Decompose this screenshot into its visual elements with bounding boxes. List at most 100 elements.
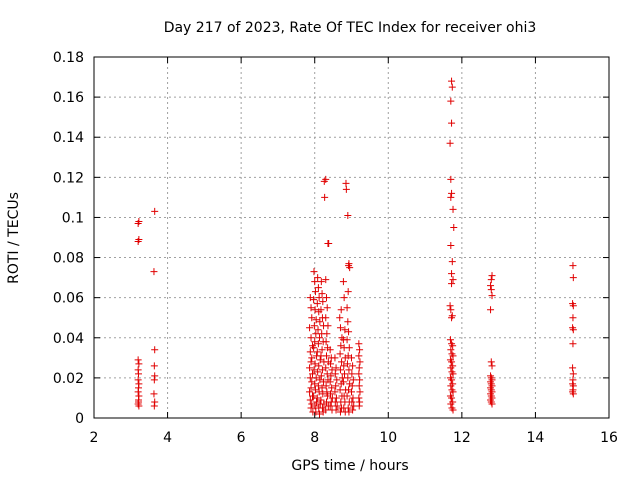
data-point bbox=[322, 352, 330, 360]
data-point bbox=[447, 382, 455, 390]
data-point bbox=[449, 406, 457, 414]
data-point bbox=[569, 314, 577, 322]
data-point bbox=[135, 398, 143, 406]
data-point bbox=[356, 388, 364, 396]
data-point bbox=[569, 370, 577, 378]
data-point bbox=[488, 362, 496, 370]
data-point bbox=[449, 388, 457, 396]
data-point bbox=[341, 326, 349, 334]
data-point bbox=[307, 404, 315, 412]
y-tick-label: 0.04 bbox=[53, 331, 84, 347]
data-point bbox=[317, 372, 325, 380]
data-point bbox=[356, 376, 364, 384]
axis-ticks bbox=[93, 56, 610, 419]
data-point bbox=[356, 358, 364, 366]
data-point bbox=[318, 384, 326, 392]
data-point bbox=[306, 388, 314, 396]
data-point bbox=[349, 406, 357, 414]
data-point bbox=[311, 386, 319, 394]
data-point bbox=[135, 236, 143, 244]
data-point bbox=[317, 278, 325, 286]
data-point bbox=[312, 374, 320, 382]
data-point bbox=[320, 378, 328, 386]
data-point bbox=[356, 346, 364, 354]
data-point bbox=[343, 392, 351, 400]
data-point bbox=[447, 242, 455, 250]
data-point bbox=[312, 330, 320, 338]
data-point bbox=[307, 384, 315, 392]
data-point bbox=[310, 268, 318, 276]
data-point bbox=[150, 390, 158, 398]
data-point bbox=[323, 304, 331, 312]
data-point bbox=[322, 276, 330, 284]
y-tick-label: 0.08 bbox=[53, 251, 84, 267]
x-tick-label: 12 bbox=[453, 430, 471, 446]
data-point bbox=[314, 284, 322, 292]
data-point bbox=[342, 185, 350, 193]
data-point bbox=[322, 175, 330, 183]
data-point bbox=[326, 346, 334, 354]
data-point bbox=[307, 334, 315, 342]
data-point bbox=[315, 294, 323, 302]
data-point bbox=[331, 388, 339, 396]
data-point bbox=[340, 362, 348, 370]
data-point bbox=[326, 402, 334, 410]
data-point bbox=[569, 364, 577, 372]
data-point bbox=[306, 396, 314, 404]
data-point bbox=[349, 394, 357, 402]
data-point bbox=[315, 334, 323, 342]
data-point bbox=[355, 340, 363, 348]
data-point bbox=[345, 328, 353, 336]
data-point bbox=[313, 300, 321, 308]
data-point bbox=[337, 306, 345, 314]
data-point bbox=[307, 304, 315, 312]
data-point bbox=[310, 366, 318, 374]
data-point bbox=[348, 388, 355, 396]
data-point bbox=[448, 394, 456, 402]
data-point bbox=[317, 396, 325, 404]
data-point bbox=[446, 336, 454, 344]
data-point bbox=[327, 390, 335, 398]
data-point bbox=[449, 276, 457, 284]
data-point bbox=[448, 119, 456, 127]
data-point bbox=[345, 408, 353, 416]
data-point bbox=[448, 83, 456, 91]
data-point bbox=[314, 382, 322, 390]
data-point bbox=[355, 394, 363, 402]
data-point bbox=[336, 366, 344, 374]
data-point bbox=[488, 400, 496, 408]
data-point bbox=[355, 382, 363, 390]
data-point bbox=[569, 340, 577, 348]
data-point bbox=[150, 376, 158, 384]
data-point bbox=[306, 348, 314, 356]
plot-frame bbox=[93, 56, 610, 419]
chart-title: Day 217 of 2023, Rate Of TEC Index for r… bbox=[164, 20, 537, 36]
data-point bbox=[448, 77, 456, 85]
data-point bbox=[487, 306, 495, 314]
data-point bbox=[313, 398, 321, 406]
y-tick-label: 0.06 bbox=[53, 291, 84, 307]
data-point bbox=[135, 360, 143, 368]
data-point bbox=[322, 314, 330, 322]
data-point bbox=[447, 400, 455, 408]
y-tick-label: 0.12 bbox=[53, 170, 84, 186]
y-tick-label: 0.16 bbox=[53, 90, 84, 106]
data-point bbox=[327, 360, 335, 368]
data-point bbox=[344, 211, 352, 219]
grid-lines bbox=[94, 57, 609, 418]
data-point bbox=[336, 324, 344, 332]
data-point bbox=[447, 97, 455, 105]
data-point bbox=[134, 366, 142, 374]
data-point bbox=[344, 318, 352, 326]
data-point bbox=[314, 274, 322, 282]
x-tick-label: 2 bbox=[90, 430, 99, 446]
data-point bbox=[345, 344, 353, 352]
data-point bbox=[332, 382, 340, 390]
data-point bbox=[446, 302, 454, 310]
data-point bbox=[310, 296, 318, 304]
data-point bbox=[316, 318, 324, 326]
x-tick-label: 6 bbox=[237, 430, 246, 446]
data-point bbox=[332, 406, 340, 414]
data-point bbox=[488, 272, 496, 280]
x-tick-label: 16 bbox=[600, 430, 618, 446]
